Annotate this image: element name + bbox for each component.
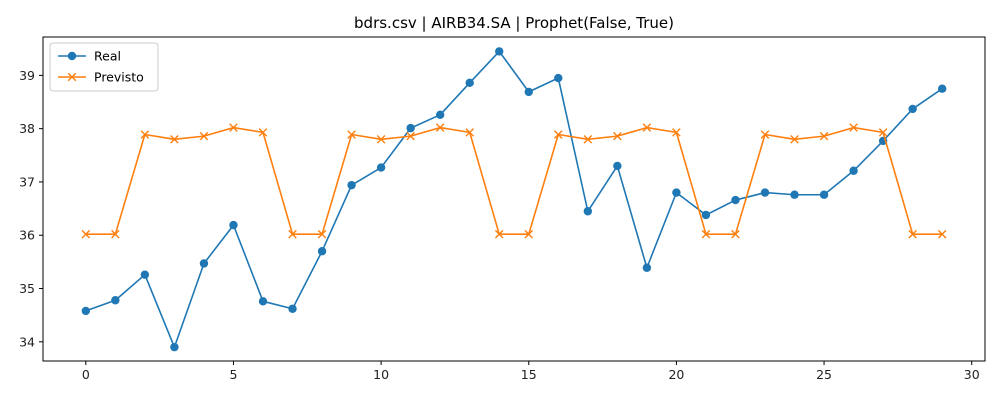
y-tick-label: 35 [19, 281, 35, 296]
data-point-previsto [613, 131, 622, 141]
data-point-real [317, 247, 327, 256]
legend-marker-real [67, 51, 77, 61]
data-point-previsto [258, 128, 268, 137]
data-point-previsto [435, 123, 445, 132]
data-point-real [288, 304, 297, 313]
x-tick-label: 25 [816, 367, 832, 382]
data-point-previsto [140, 130, 150, 139]
data-point-previsto [229, 123, 238, 132]
data-point-previsto [908, 229, 917, 239]
y-tick-label: 36 [19, 228, 35, 243]
data-point-previsto [878, 128, 888, 137]
data-point-real [790, 190, 799, 199]
data-point-previsto [790, 135, 799, 144]
x-tick-label: 20 [668, 367, 684, 382]
y-tick-label: 39 [19, 68, 35, 83]
data-point-previsto [554, 130, 563, 139]
series-line-real [85, 50, 943, 348]
data-point-previsto [494, 229, 504, 239]
data-point-real [819, 190, 829, 199]
data-point-real [465, 78, 474, 88]
data-point-real [672, 188, 681, 197]
y-tick-label: 38 [19, 121, 35, 136]
y-tick-label: 34 [19, 334, 35, 349]
legend-box [49, 42, 159, 92]
data-point-previsto [81, 229, 91, 239]
data-point-previsto [937, 229, 947, 239]
data-point-real [937, 84, 947, 93]
data-point-previsto [199, 131, 209, 141]
data-point-real [554, 73, 563, 83]
data-point-previsto [819, 131, 829, 141]
data-point-real [199, 259, 209, 268]
data-point-real [849, 166, 858, 175]
data-point-previsto [672, 128, 681, 137]
data-point-previsto [465, 128, 474, 137]
data-point-previsto [642, 123, 652, 132]
data-point-previsto [583, 135, 593, 144]
data-point-real [731, 195, 740, 205]
legend-marker-previsto [67, 72, 77, 82]
data-point-real [435, 110, 445, 120]
data-point-previsto [347, 130, 356, 139]
data-point-real [81, 306, 91, 316]
legend-label-previsto: Previsto [94, 70, 144, 85]
data-point-real [111, 296, 120, 305]
data-point-previsto [760, 130, 770, 139]
x-tick-label: 0 [82, 367, 90, 382]
data-point-real [347, 180, 356, 190]
data-point-previsto [731, 229, 740, 239]
data-point-previsto [524, 229, 534, 239]
y-tick-label: 37 [19, 174, 35, 189]
x-tick-label: 5 [229, 367, 237, 382]
data-point-previsto [170, 135, 179, 144]
data-point-real [583, 207, 593, 216]
data-point-real [229, 220, 238, 230]
legend-label-real: Real [94, 49, 121, 64]
plot-area: 0 5 10 15 20 25 30 34 35 36 37 38 39 [19, 36, 986, 382]
data-point-real [376, 163, 386, 172]
data-point-real [406, 123, 415, 133]
data-point-previsto [376, 135, 386, 144]
axes-frame [42, 36, 986, 362]
data-point-previsto [111, 229, 120, 239]
legend: Real Previsto [49, 42, 159, 92]
x-tick-label: 30 [964, 367, 980, 382]
data-point-real [258, 297, 268, 306]
data-point-real [495, 47, 504, 56]
data-point-previsto [288, 229, 297, 239]
data-point-previsto [406, 131, 415, 141]
data-point-real [642, 263, 652, 272]
series-line-previsto [85, 126, 943, 235]
data-point-real [524, 87, 533, 97]
x-tick-label: 10 [373, 367, 389, 382]
data-point-real [613, 161, 622, 171]
data-point-real [701, 210, 711, 220]
data-point-previsto [701, 229, 711, 239]
data-point-real [908, 104, 917, 114]
data-point-previsto [317, 229, 327, 239]
data-point-real [140, 270, 150, 279]
chart-title: bdrs.csv | AIRB34.SA | Prophet(False, Tr… [354, 14, 674, 32]
data-point-previsto [849, 123, 858, 132]
data-point-real [170, 342, 179, 352]
x-tick-label: 15 [521, 367, 537, 382]
data-point-real [760, 188, 770, 197]
